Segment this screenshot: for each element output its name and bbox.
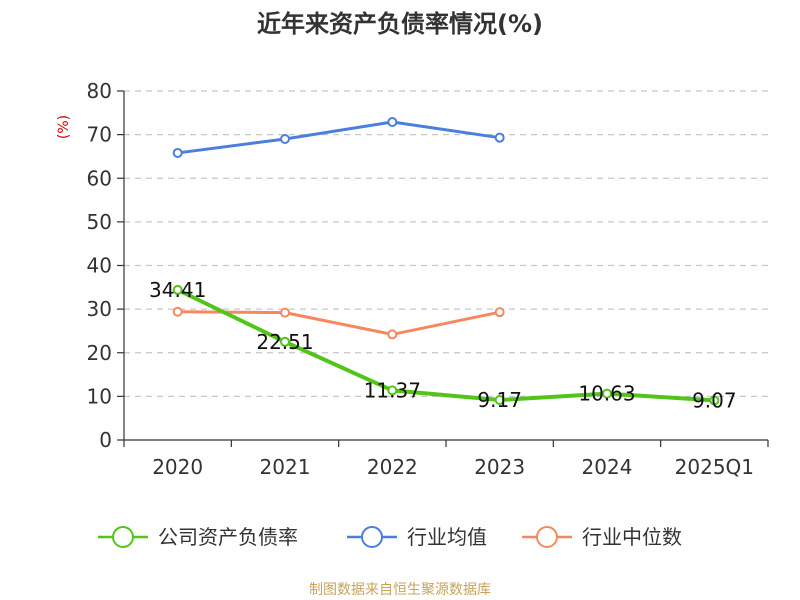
source-note: 制图数据来自恒生聚源数据库 <box>309 582 491 598</box>
data-point <box>172 284 183 295</box>
y-tick-label: 80 <box>87 79 112 103</box>
grid-lines <box>124 90 768 397</box>
y-tick-label: 0 <box>99 428 112 452</box>
data-label: 34.41 <box>149 278 206 302</box>
series-1 <box>172 116 505 158</box>
series-line <box>177 310 500 336</box>
legend-marker <box>361 526 383 548</box>
data-point <box>494 132 505 143</box>
x-tick-label: 2025Q1 <box>675 455 754 479</box>
legend-item: 行业均值 <box>347 525 487 549</box>
data-label: 9.17 <box>477 388 522 412</box>
series-line <box>177 120 500 155</box>
y-tick-label: 30 <box>87 297 112 321</box>
x-tick-label: 2022 <box>367 455 418 479</box>
y-tick-label: 50 <box>87 210 112 234</box>
legend-marker <box>112 526 134 548</box>
legend-label: 行业均值 <box>407 525 487 549</box>
data-point <box>387 116 398 127</box>
series-lines <box>172 116 720 406</box>
data-point <box>387 329 398 340</box>
y-tick-label: 70 <box>87 123 112 147</box>
data-label: 11.37 <box>364 378 421 402</box>
y-tick-label: 60 <box>87 166 112 190</box>
y-tick-label: 20 <box>87 341 112 365</box>
y-tick-label: 10 <box>87 384 112 408</box>
y-axis-label: (%) <box>56 115 72 139</box>
data-label: 10.63 <box>578 382 635 406</box>
data-point <box>602 388 612 399</box>
data-label: 22.51 <box>256 330 313 354</box>
y-tick-label: 40 <box>87 254 112 278</box>
data-labels: 34.41 22.51 11.37 9.17 10.63 9.07 <box>149 278 737 413</box>
legend-label: 公司资产负债率 <box>158 525 298 549</box>
data-point <box>280 336 290 347</box>
x-tick-label: 2023 <box>474 455 525 479</box>
legend: 公司资产负债率 行业均值 行业中位数 <box>98 525 682 549</box>
series-line <box>176 288 715 403</box>
data-point <box>172 306 183 317</box>
data-label: 9.07 <box>692 388 737 412</box>
data-point <box>709 395 720 406</box>
series-2 <box>172 306 505 340</box>
x-tick-label: 2024 <box>582 455 633 479</box>
data-point <box>280 307 290 318</box>
data-point <box>280 133 290 144</box>
series-0 <box>172 284 720 406</box>
axes: 0 10 20 30 40 50 60 70 80 2020 2021 2022 2023 2024 202… <box>87 79 769 479</box>
data-point <box>172 147 183 158</box>
legend-marker <box>536 526 558 548</box>
x-tick-label: 2020 <box>152 455 203 479</box>
x-tick-label: 2021 <box>260 455 311 479</box>
data-point <box>494 394 505 405</box>
legend-label: 行业中位数 <box>582 525 682 549</box>
chart-title: 近年来资产负债率情况(%) <box>257 10 543 38</box>
data-point <box>387 385 398 396</box>
legend-item: 行业中位数 <box>522 525 682 549</box>
data-point <box>494 307 505 318</box>
legend-item: 公司资产负债率 <box>98 525 298 549</box>
